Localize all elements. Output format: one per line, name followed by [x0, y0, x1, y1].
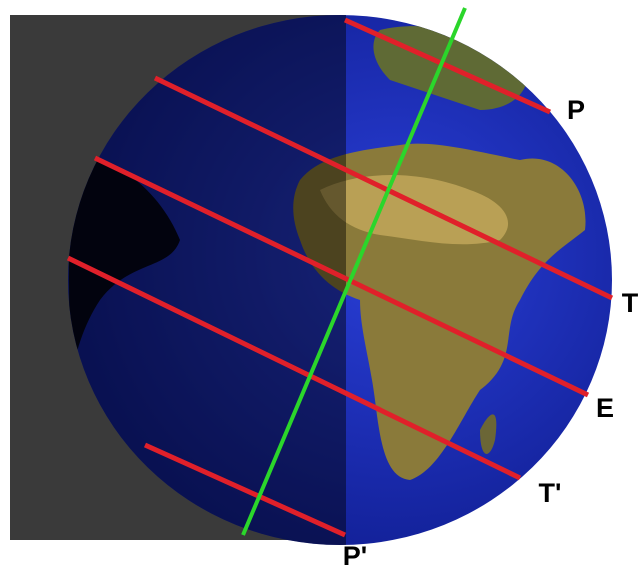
label-t-prime: T': [539, 478, 562, 508]
label-p: P: [567, 95, 585, 125]
label-e: E: [596, 393, 614, 423]
parallels: [66, 17, 614, 538]
label-p-prime: P': [343, 541, 367, 571]
label-t: T: [622, 288, 639, 318]
earth-axis: [241, 7, 467, 536]
